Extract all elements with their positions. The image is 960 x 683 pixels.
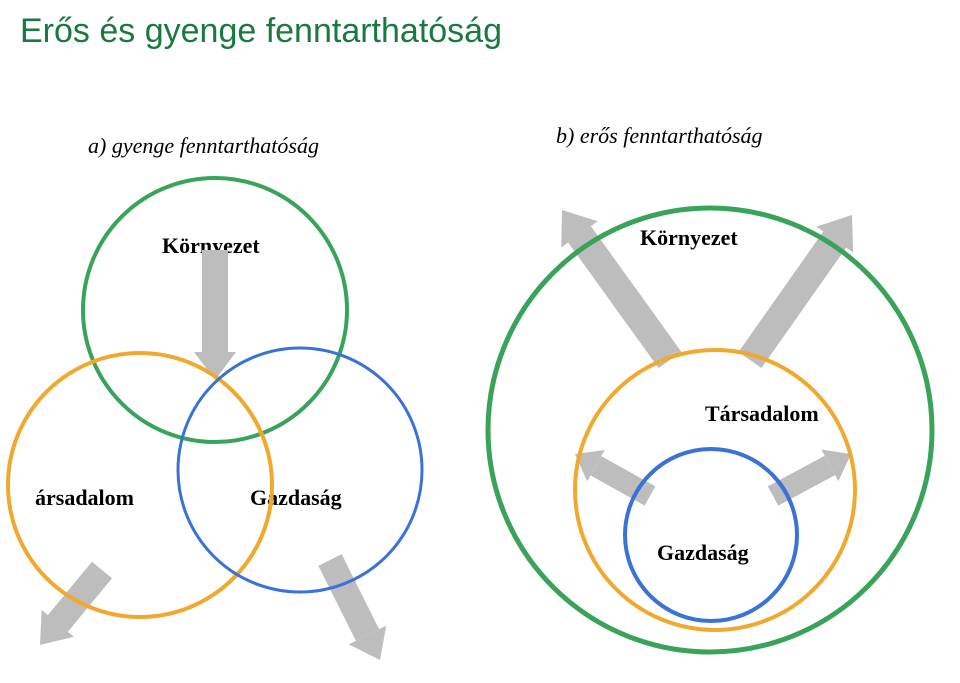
right-arrow-1-shaft xyxy=(739,231,847,368)
left-circle-eco xyxy=(178,348,422,592)
right-circle-eco xyxy=(625,449,797,621)
sustainability-diagram xyxy=(0,0,960,683)
left-circle-soc xyxy=(8,353,272,617)
right-circle-env xyxy=(488,208,932,652)
left-arrow-0-shaft xyxy=(202,250,228,352)
left-arrow-1-shaft xyxy=(48,562,112,632)
left-arrow-2-shaft xyxy=(318,554,379,641)
